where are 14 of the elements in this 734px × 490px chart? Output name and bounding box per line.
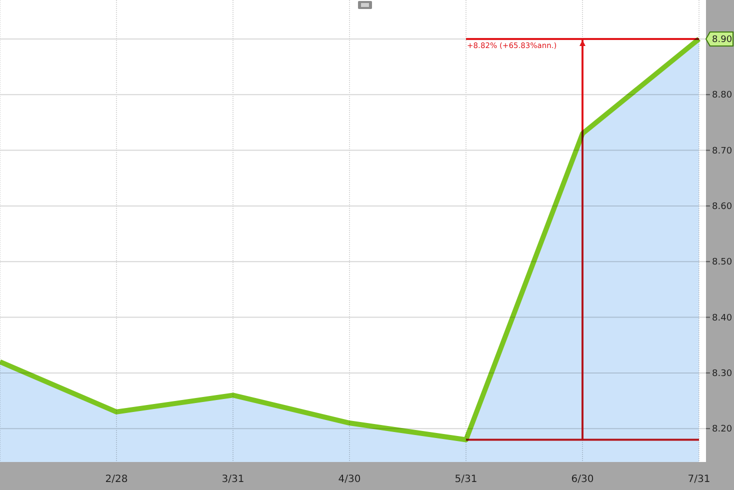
x-tick-label: 7/31 xyxy=(688,474,710,485)
y-tick-label: 8.60 xyxy=(712,202,732,212)
y-tick-label: 8.50 xyxy=(712,258,732,268)
x-tick-label: 2/28 xyxy=(105,474,128,485)
y-tick-label: 8.30 xyxy=(712,368,732,379)
y-tick-label: 8.80 xyxy=(712,90,732,101)
y-tick-label: 8.20 xyxy=(712,424,732,435)
y-tick-label: 8.40 xyxy=(712,313,732,324)
data-label: 8.90 xyxy=(712,34,732,45)
x-tick-label: 5/31 xyxy=(454,474,478,485)
x-tick-label: 4/30 xyxy=(338,474,361,485)
y-tick-label: 8.70 xyxy=(712,146,732,156)
x-tick-label: 6/30 xyxy=(571,474,594,485)
x-tick-label: 3/31 xyxy=(222,474,244,485)
